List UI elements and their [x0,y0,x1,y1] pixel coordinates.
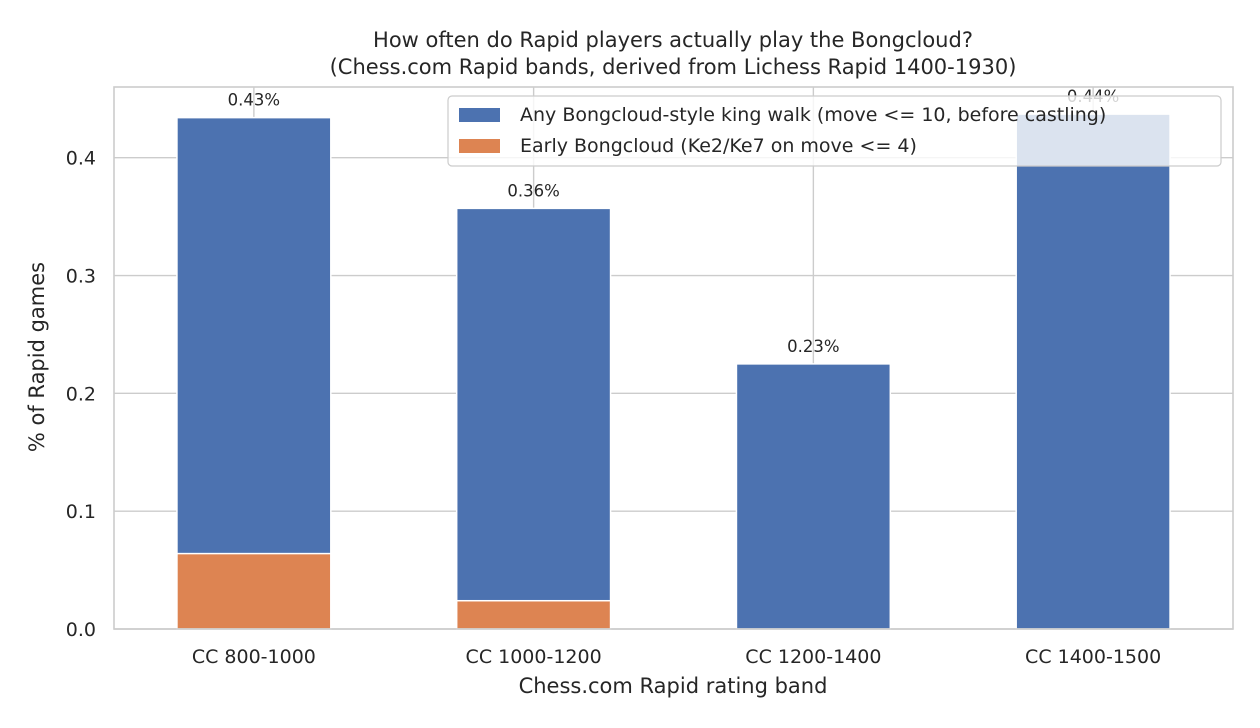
data-label: 0.23% [787,337,839,356]
bar-king-walk [735,363,892,630]
chart-subtitle: (Chess.com Rapid bands, derived from Lic… [330,55,1017,79]
bar-king-walk [176,116,332,630]
x-axis-label: Chess.com Rapid rating band [519,674,828,698]
x-tick-label: CC 800-1000 [192,646,316,668]
bar-early-bongcloud [455,599,612,630]
x-tick-label: CC 1200-1400 [745,646,881,668]
legend: Any Bongcloud-style king walk (move <= 1… [447,95,1222,167]
bars [176,113,1171,630]
axis-ticks: 0.0 0.1 0.2 0.3 0.4 CC 800-1000 CC 1000-1200 CC… [66,148,1161,668]
legend-box [447,95,1222,167]
legend-label-king-walk: Any Bongcloud-style king walk (move <= 1… [520,104,1106,126]
y-tick-label: 0.0 [66,619,96,641]
y-tick-label: 0.2 [66,383,96,405]
legend-swatch-early-bongcloud [459,139,500,153]
bar-king-walk [1015,113,1171,630]
x-tick-label: CC 1400-1500 [1025,646,1161,668]
y-tick-label: 0.3 [66,266,96,288]
legend-label-early-bongcloud: Early Bongcloud (Ke2/Ke7 on move <= 4) [520,135,917,157]
bar-king-walk [455,207,612,630]
data-labels: 0.43%0.36%0.23%0.44% [228,87,1120,356]
x-tick-label: CC 1000-1200 [466,646,602,668]
y-tick-label: 0.1 [66,501,96,523]
plot-frame [113,86,1234,630]
bar-early-bongcloud [176,552,332,630]
y-axis-label: % of Rapid games [25,262,49,452]
chart-title: How often do Rapid players actually play… [373,28,973,52]
data-label: 0.43% [228,91,280,110]
y-tick-label: 0.4 [66,148,96,170]
data-label: 0.36% [507,181,559,200]
legend-swatch-king-walk [459,108,500,122]
